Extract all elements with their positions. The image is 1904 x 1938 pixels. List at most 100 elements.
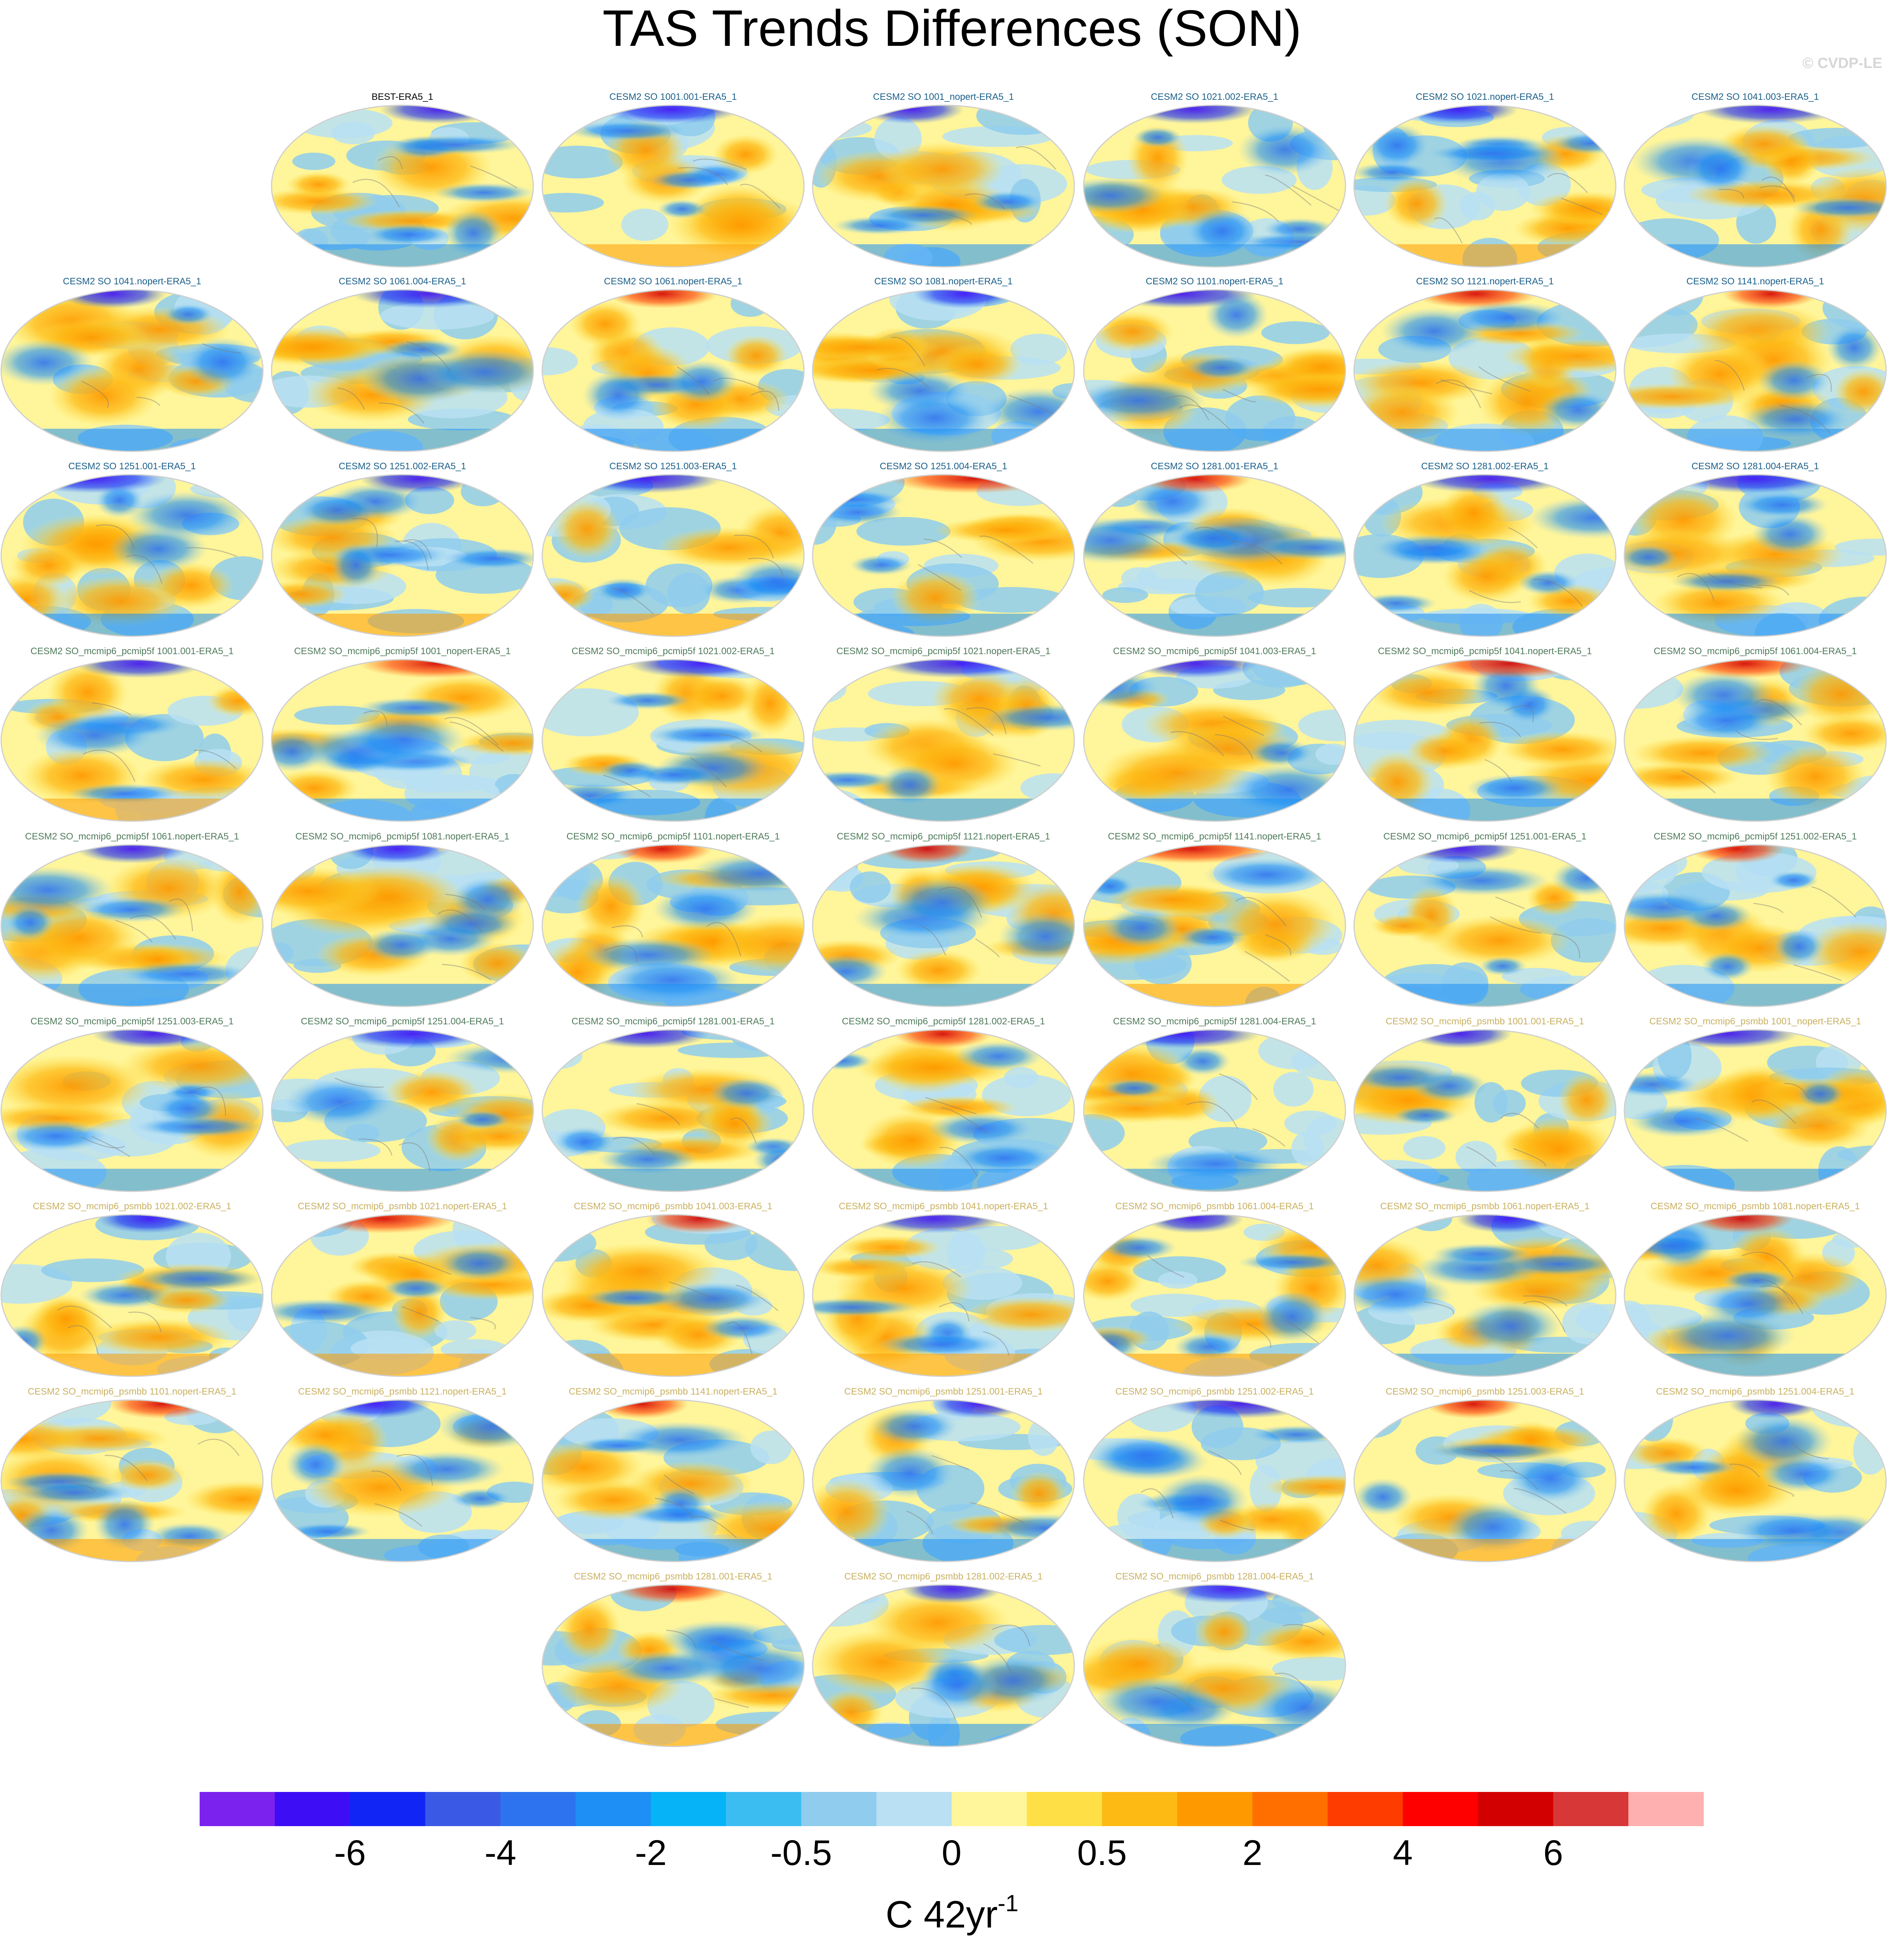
coastline — [194, 1087, 226, 1116]
field-patch — [1158, 1271, 1197, 1289]
field-warm-anomaly — [1011, 1471, 1068, 1516]
field-southern-band — [272, 798, 533, 821]
coastline — [1756, 585, 1789, 596]
field-cool-anomaly — [426, 907, 519, 940]
field-arctic-anomaly — [582, 1030, 710, 1048]
trend-field — [813, 845, 1074, 1006]
field-cool-anomaly — [850, 555, 912, 576]
panel-label: CESM2 SO 1021.nopert-ERA5_1 — [1416, 92, 1554, 102]
coastline — [966, 707, 1007, 734]
field-cool-anomaly — [1734, 1415, 1833, 1467]
coastline — [983, 1643, 1012, 1673]
coastline — [1232, 201, 1279, 223]
coastline — [1215, 734, 1253, 759]
coastline — [363, 710, 388, 726]
field-patch — [1084, 785, 1109, 820]
field-cool-anomaly — [126, 491, 248, 540]
field-warm-anomaly — [1558, 1072, 1616, 1128]
field-patch — [542, 807, 582, 821]
coastline — [983, 1331, 1009, 1356]
coastline — [378, 156, 403, 169]
panel-label: CESM2 SO 1251.002-ERA5_1 — [339, 461, 466, 472]
trend-field — [542, 1585, 804, 1746]
field-cool-anomaly — [1101, 1236, 1177, 1260]
field-cool-anomaly — [879, 765, 942, 804]
map-panel: CESM2 SO_mcmip6_pcmip5f 1251.001-ERA5_1 — [1353, 831, 1617, 1007]
field-cool-anomaly — [1624, 891, 1722, 924]
panel-label: CESM2 SO 1041.003-ERA5_1 — [1692, 92, 1819, 102]
panel-label: CESM2 SO 1251.004-ERA5_1 — [880, 461, 1007, 472]
map-panel: CESM2 SO_mcmip6_pcmip5f 1041.003-ERA5_1 — [1083, 646, 1346, 822]
coastline — [334, 1078, 384, 1088]
map-outline — [541, 104, 805, 268]
field-warm-anomaly — [837, 1235, 941, 1260]
field-warm-anomaly — [10, 544, 85, 587]
field-cool-anomaly — [813, 771, 896, 789]
colorbar-box — [1027, 1792, 1102, 1826]
field-patch — [293, 228, 328, 255]
map-outline — [1353, 1214, 1617, 1377]
field-cool-anomaly — [383, 1277, 449, 1299]
coastline — [91, 1136, 131, 1157]
panel-label: CESM2 SO_mcmip6_pcmip5f 1041.003-ERA5_1 — [1113, 646, 1316, 656]
coastline — [1523, 1295, 1568, 1307]
panel-label: CESM2 SO 1121.nopert-ERA5_1 — [1416, 276, 1554, 287]
field-patch — [434, 1320, 477, 1341]
coastline — [1779, 404, 1831, 434]
coastline — [751, 390, 780, 411]
coastline — [194, 749, 237, 769]
map-panel: CESM2 SO_mcmip6_psmbb 1281.001-ERA5_1 — [541, 1571, 805, 1747]
field-cool-anomaly — [652, 887, 759, 931]
field-arctic-anomaly — [1681, 660, 1809, 678]
map-panel: CESM2 SO 1041.003-ERA5_1 — [1624, 92, 1887, 268]
coastline — [677, 366, 710, 395]
field-southern-band — [542, 428, 804, 451]
map-outline — [271, 1029, 534, 1192]
field-arctic-anomaly — [352, 290, 501, 308]
field-cool-anomaly — [657, 199, 707, 219]
map-panel: CESM2 SO_mcmip6_psmbb 1281.002-ERA5_1 — [812, 1571, 1075, 1747]
coastline — [371, 1470, 402, 1491]
field-patch — [283, 1139, 381, 1162]
coastline — [611, 587, 654, 615]
field-cool-anomaly — [1479, 956, 1527, 976]
coastline — [1753, 903, 1784, 913]
panel-label: CESM2 SO_mcmip6_pcmip5f 1001_nopert-ERA5… — [294, 646, 511, 656]
field-warm-anomaly — [109, 1459, 186, 1492]
coastline — [1147, 1255, 1185, 1278]
panel-label: CESM2 SO 1281.002-ERA5_1 — [1421, 461, 1549, 472]
field-patch — [813, 674, 847, 705]
coastline — [906, 1510, 933, 1534]
field-cool-anomaly — [1354, 1064, 1450, 1092]
field-patch — [1315, 743, 1345, 765]
coastline — [1729, 1463, 1760, 1478]
field-cool-anomaly — [585, 1288, 683, 1308]
map-panel: CESM2 SO_mcmip6_psmbb 1251.002-ERA5_1 — [1083, 1386, 1346, 1562]
field-arctic-anomaly — [1402, 845, 1519, 864]
coastline — [1811, 886, 1857, 918]
panel-label: CESM2 SO_mcmip6_psmbb 1081.nopert-ERA5_1 — [1651, 1201, 1860, 1212]
field-southern-band — [1084, 1353, 1345, 1376]
panel-label: CESM2 SO_mcmip6_pcmip5f 1061.004-ERA5_1 — [1654, 646, 1857, 656]
field-arctic-anomaly — [58, 290, 167, 308]
coastline — [1283, 1624, 1325, 1636]
field-southern-band — [1624, 1353, 1886, 1376]
colorbar-tick-label: -0.5 — [771, 1833, 832, 1873]
coastline — [612, 1137, 656, 1155]
panel-label: CESM2 SO_mcmip6_psmbb 1281.004-ERA5_1 — [1116, 1571, 1314, 1582]
map-panel: CESM2 SO_mcmip6_pcmip5f 1251.004-ERA5_1 — [271, 1016, 534, 1192]
map-outline — [812, 289, 1075, 452]
map-panel: CESM2 SO_mcmip6_pcmip5f 1121.nopert-ERA5… — [812, 831, 1075, 1007]
field-cool-anomaly — [388, 1451, 505, 1487]
field-patch — [1298, 709, 1345, 742]
field-cool-anomaly — [1773, 928, 1825, 965]
field-cool-anomaly — [1624, 1072, 1699, 1097]
colorbar-tick-label: 6 — [1543, 1833, 1563, 1873]
coastline — [96, 524, 135, 549]
coastline — [1754, 699, 1802, 726]
field-cool-anomaly — [1084, 177, 1166, 214]
field-warm-anomaly — [1, 1419, 89, 1460]
field-cool-anomaly — [1552, 132, 1616, 155]
field-cool-anomaly — [1757, 360, 1831, 401]
coastline — [734, 535, 774, 559]
